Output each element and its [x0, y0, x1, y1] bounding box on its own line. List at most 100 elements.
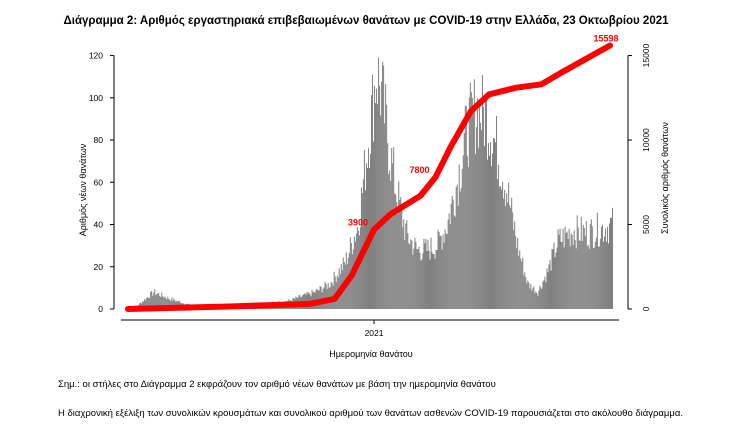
daily-deaths-bar: [523, 275, 525, 309]
daily-deaths-bar: [474, 154, 476, 309]
daily-deaths-bar: [315, 289, 317, 309]
daily-deaths-bar: [144, 299, 146, 309]
daily-deaths-bar: [407, 233, 409, 309]
daily-deaths-bar: [483, 146, 485, 309]
daily-deaths-bar: [444, 229, 446, 309]
daily-deaths-bar: [330, 281, 332, 309]
daily-deaths-bar: [537, 295, 539, 309]
daily-deaths-bar: [530, 283, 532, 309]
daily-deaths-bar: [515, 236, 517, 309]
daily-deaths-bar: [390, 180, 392, 309]
daily-deaths-bar: [166, 299, 168, 309]
daily-deaths-bar: [449, 224, 451, 309]
daily-deaths-bar: [461, 169, 463, 309]
y-tick-label-left: 40: [94, 220, 104, 230]
chart-title: Διάγραμμα 2: Αριθμός εργαστηριακά επιβεβ…: [63, 15, 669, 27]
daily-deaths-bar: [458, 164, 460, 309]
daily-deaths-bar: [433, 253, 435, 309]
daily-deaths-bar: [569, 246, 571, 309]
daily-deaths-bar: [534, 293, 536, 309]
daily-deaths-bar: [421, 259, 423, 309]
x-axis-label: Ημερομηνία θανάτου: [329, 349, 413, 359]
daily-deaths-bar: [513, 229, 515, 309]
daily-deaths-bar: [462, 155, 464, 309]
daily-deaths-bar: [586, 246, 588, 309]
daily-deaths-bar: [442, 234, 444, 309]
daily-deaths-bar: [605, 241, 607, 309]
daily-deaths-bar: [456, 184, 458, 309]
daily-deaths-bar: [606, 226, 608, 309]
daily-deaths-bar: [607, 243, 609, 309]
daily-deaths-bar: [365, 163, 367, 309]
daily-deaths-bar: [517, 237, 519, 309]
daily-deaths-bar: [552, 249, 554, 309]
daily-deaths-bar: [394, 193, 396, 309]
daily-deaths-bar: [503, 198, 505, 309]
daily-deaths-bar: [463, 133, 465, 309]
daily-deaths-bar: [525, 277, 527, 309]
daily-deaths-bar: [587, 244, 589, 309]
daily-deaths-bar: [549, 259, 551, 309]
daily-deaths-bar: [397, 213, 399, 309]
daily-deaths-bar: [424, 243, 426, 309]
daily-deaths-bar: [562, 228, 564, 309]
daily-deaths-bar: [398, 181, 400, 309]
daily-deaths-bar: [441, 249, 443, 309]
daily-deaths-bar: [564, 226, 566, 309]
y-axis-left-label: Αριθμός νέων θανάτων: [78, 143, 88, 236]
daily-deaths-bar: [440, 235, 442, 309]
daily-deaths-bar: [512, 212, 514, 309]
daily-deaths-bar: [169, 299, 171, 309]
daily-deaths-bar: [162, 296, 164, 309]
daily-deaths-bar: [415, 241, 417, 309]
daily-deaths-bar: [155, 295, 157, 309]
daily-deaths-bar: [147, 297, 149, 309]
daily-deaths-bar: [426, 251, 428, 309]
y-tick-label-right: 10000: [641, 128, 651, 152]
daily-deaths-bar: [583, 228, 585, 309]
daily-deaths-bar: [487, 143, 489, 309]
daily-deaths-bar: [484, 101, 486, 309]
y-tick-label-left: 120: [89, 51, 103, 61]
daily-deaths-bar: [362, 179, 364, 309]
daily-deaths-bar: [171, 297, 173, 309]
daily-deaths-bar: [408, 243, 410, 309]
daily-deaths-bar: [545, 282, 547, 309]
daily-deaths-bar: [548, 264, 550, 309]
daily-deaths-bar: [502, 182, 504, 309]
daily-deaths-bar: [432, 254, 434, 309]
daily-deaths-bar: [412, 254, 414, 309]
daily-deaths-bar: [472, 110, 474, 309]
daily-deaths-bar: [560, 241, 562, 309]
daily-deaths-bar: [540, 287, 542, 309]
daily-deaths-bar: [578, 240, 580, 309]
daily-deaths-bar: [403, 219, 405, 309]
daily-deaths-bar: [551, 248, 553, 309]
daily-deaths-bar: [533, 286, 535, 309]
daily-deaths-bar: [507, 202, 509, 309]
daily-deaths-bar: [509, 205, 511, 309]
daily-deaths-bar: [577, 227, 579, 309]
daily-deaths-bar: [477, 147, 479, 309]
daily-deaths-bar: [599, 238, 601, 309]
daily-deaths-bar: [497, 179, 499, 309]
daily-deaths-bar: [422, 253, 424, 309]
daily-deaths-bar: [148, 298, 150, 309]
daily-deaths-bar: [439, 235, 441, 309]
daily-deaths-bar: [561, 242, 563, 309]
daily-deaths-bar: [550, 270, 552, 309]
daily-deaths-bar: [582, 224, 584, 309]
daily-deaths-bar: [481, 75, 483, 309]
daily-deaths-bar: [532, 288, 534, 309]
daily-deaths-bar: [591, 226, 593, 309]
daily-deaths-bar: [357, 230, 359, 309]
y-tick-label-left: 60: [94, 177, 104, 187]
daily-deaths-bar: [377, 104, 379, 309]
daily-deaths-bar: [373, 141, 375, 309]
daily-deaths-bar: [450, 203, 452, 309]
daily-deaths-bar: [154, 289, 156, 309]
daily-deaths-bar: [491, 166, 493, 309]
daily-deaths-bar: [482, 106, 484, 310]
daily-deaths-bar: [459, 191, 461, 309]
daily-deaths-bar: [334, 276, 336, 309]
